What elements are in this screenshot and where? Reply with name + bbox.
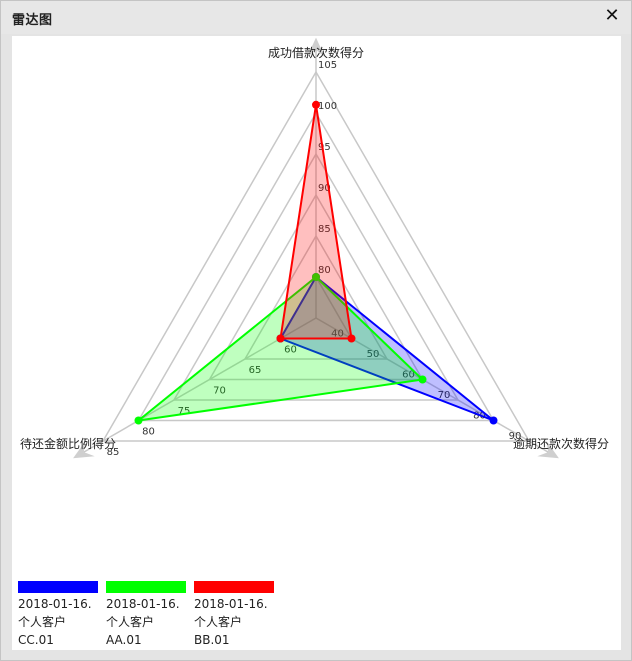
radar-axis-arrow-3 — [73, 440, 95, 459]
radar-tick-label: 100 — [318, 101, 337, 112]
radar-tick-label: 80 — [142, 427, 155, 438]
legend-entry-bb[interactable]: 2018-01-16. 个人客户 BB.01 — [194, 581, 276, 649]
radar-series-area-1 — [279, 275, 495, 422]
legend-type-aa: 个人客户 — [106, 615, 155, 629]
radar-grid-ring-5 — [137, 111, 495, 422]
radar-point-s2-1 — [312, 273, 320, 281]
dialog-title: 雷达图 — [12, 13, 53, 28]
radar-tick-label: 90 — [509, 431, 522, 442]
radar-tick-label: 60 — [402, 370, 415, 381]
radar-tick-label: 90 — [318, 183, 331, 194]
radar-point-s2-2 — [418, 375, 427, 384]
radar-grid-ring-2 — [243, 234, 389, 360]
radar-tick-label: 85 — [318, 224, 331, 235]
legend-id-bb: BB.01 — [194, 633, 230, 647]
radar-tick-label: 80 — [318, 265, 331, 276]
legend-entry-aa[interactable]: 2018-01-16. 个人客户 AA.01 — [106, 581, 188, 649]
radar-axis-arrow-1 — [307, 37, 325, 58]
radar-point-s1-2 — [489, 416, 498, 425]
close-icon[interactable]: ✕ — [604, 5, 620, 26]
legend-id-cc: CC.01 — [18, 633, 54, 647]
radar-tick-label: 50 — [367, 349, 380, 360]
radar-series-area-3 — [279, 104, 353, 340]
legend-date-aa: 2018-01-16. — [106, 597, 180, 611]
radar-tick-label: 105 — [318, 60, 337, 71]
legend-entry-cc[interactable]: 2018-01-16. 个人客户 CC.01 — [18, 581, 100, 649]
radar-grid-ring-3 — [208, 193, 424, 381]
radar-grid-ring-4 — [172, 152, 460, 401]
radar-tick-label: 60 — [284, 345, 297, 356]
radar-axis-arrow-2 — [537, 440, 559, 459]
legend-swatch-aa — [106, 581, 186, 593]
radar-point-s3-1 — [312, 100, 320, 109]
radar-axis-title-2: 逾期还款次数得分 — [513, 436, 609, 451]
legend-type-cc: 个人客户 — [18, 615, 67, 629]
radar-tick-label: 70 — [213, 386, 226, 397]
radar-series-area-2 — [135, 275, 425, 423]
radar-point-s3-2 — [347, 334, 356, 343]
legend-swatch-bb — [194, 581, 274, 593]
radar-tick-label: 95 — [318, 142, 331, 153]
legend-type-bb: 个人客户 — [194, 615, 243, 629]
radar-axis-title-1: 成功借款次数得分 — [268, 45, 364, 60]
radar-grid-ring-6 — [101, 70, 531, 442]
radar-tick-label: 70 — [438, 390, 451, 401]
radar-tick-label: 40 — [331, 329, 344, 340]
radar-tick-label: 75 — [178, 406, 191, 417]
radar-point-s3-3 — [276, 334, 285, 343]
legend-swatch-cc — [18, 581, 98, 593]
dialog-titlebar[interactable]: 雷达图 ✕ — [1, 1, 631, 34]
radar-tick-label: 65 — [249, 365, 262, 376]
legend-date-cc: 2018-01-16. — [18, 597, 92, 611]
legend-id-aa: AA.01 — [106, 633, 142, 647]
radar-chart: 80859095100105405060708090606570758085成功… — [20, 37, 609, 459]
legend-date-bb: 2018-01-16. — [194, 597, 268, 611]
chart-area: 80859095100105405060708090606570758085成功… — [12, 36, 621, 650]
radar-tick-label: 85 — [107, 447, 120, 458]
radar-axis-title-3: 待还金额比例得分 — [20, 436, 116, 451]
radar-point-s2-3 — [134, 416, 143, 425]
